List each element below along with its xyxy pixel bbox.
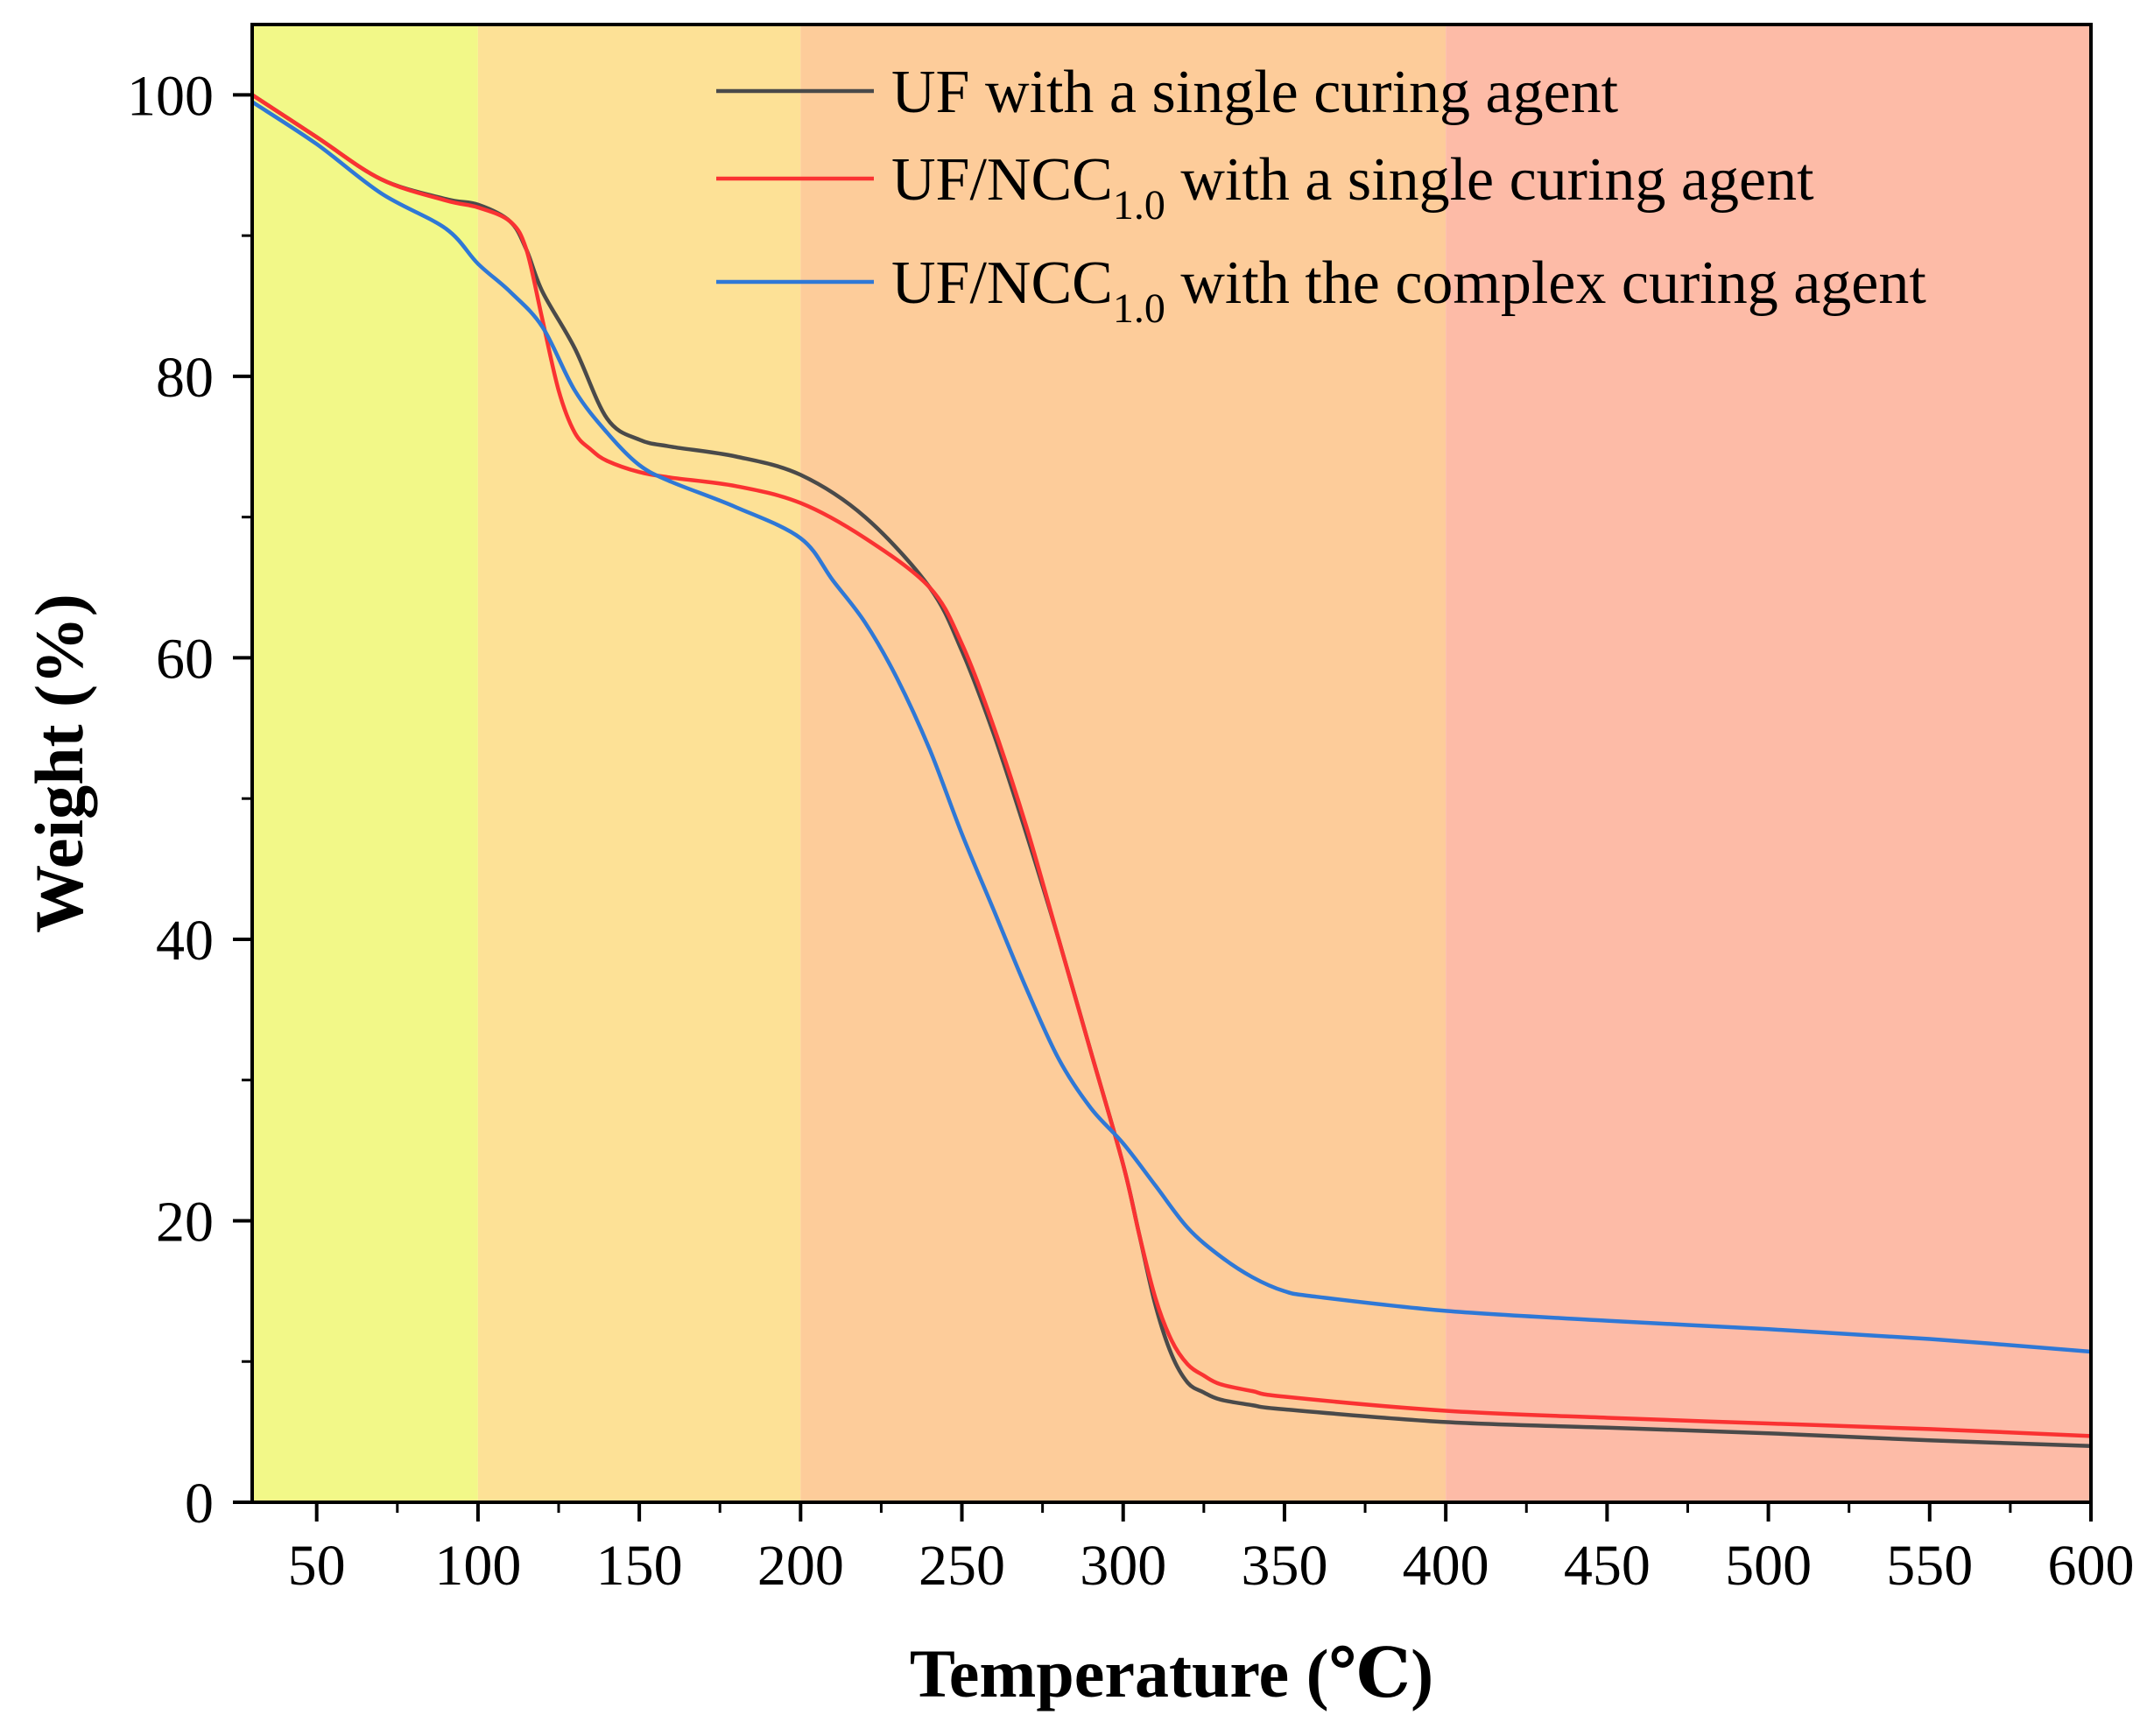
x-axis-title: Temperature (℃) bbox=[910, 1635, 1433, 1711]
legend-label-subscript: 1.0 bbox=[1113, 182, 1165, 228]
y-tick-label: 100 bbox=[127, 64, 214, 128]
y-tick-label: 0 bbox=[185, 1472, 214, 1536]
legend-label-rest: with the complex curing agent bbox=[1165, 250, 1926, 317]
x-tick-label: 500 bbox=[1725, 1534, 1812, 1598]
x-tick-label: 150 bbox=[596, 1534, 683, 1598]
x-tick-label: 550 bbox=[1886, 1534, 1973, 1598]
x-tick-label: 450 bbox=[1564, 1534, 1651, 1598]
series-lines bbox=[250, 93, 2092, 1448]
region-stage-4 bbox=[1446, 25, 2091, 1502]
plot-frame bbox=[250, 23, 2093, 1504]
x-tick-label: 300 bbox=[1080, 1534, 1166, 1598]
temperature-stage-regions bbox=[252, 25, 2091, 1502]
legend-label-1: UF with a single curing agent bbox=[891, 59, 1619, 126]
legend-label-subscript: 1.0 bbox=[1113, 285, 1165, 332]
y-tick-label: 80 bbox=[156, 346, 214, 410]
y-tick-label: 20 bbox=[156, 1190, 214, 1254]
y-axis-title: Weight (%) bbox=[21, 594, 97, 933]
x-tick-label: 400 bbox=[1403, 1534, 1489, 1598]
legend-label-main: UF/NCC bbox=[891, 250, 1113, 317]
x-tick-label: 600 bbox=[2048, 1534, 2135, 1598]
axis-ticks: 50 100 150 200 250 300 350 400 450 500 550 600 0 20 40… bbox=[127, 64, 2135, 1598]
series-line-2 bbox=[250, 93, 2092, 1438]
legend-label-rest: with a single curing agent bbox=[1165, 146, 1814, 214]
y-tick-label: 60 bbox=[156, 627, 214, 691]
legend-label-main: UF/NCC bbox=[891, 146, 1113, 214]
region-stage-1 bbox=[252, 25, 478, 1502]
series-line-3 bbox=[250, 100, 2092, 1354]
y-tick-label: 40 bbox=[156, 909, 214, 973]
x-tick-label: 200 bbox=[757, 1534, 844, 1598]
x-tick-label: 100 bbox=[434, 1534, 521, 1598]
legend-label-2: UF/NCC1.0 with a single curing agent bbox=[891, 146, 1814, 228]
x-tick-label: 250 bbox=[919, 1534, 1005, 1598]
legend-label-main: UF with a single curing agent bbox=[891, 59, 1619, 126]
x-tick-label: 350 bbox=[1241, 1534, 1327, 1598]
x-tick-label: 50 bbox=[288, 1534, 346, 1598]
region-stage-3 bbox=[800, 25, 1447, 1502]
legend-label-3: UF/NCC1.0 with the complex curing agent bbox=[891, 250, 1926, 332]
